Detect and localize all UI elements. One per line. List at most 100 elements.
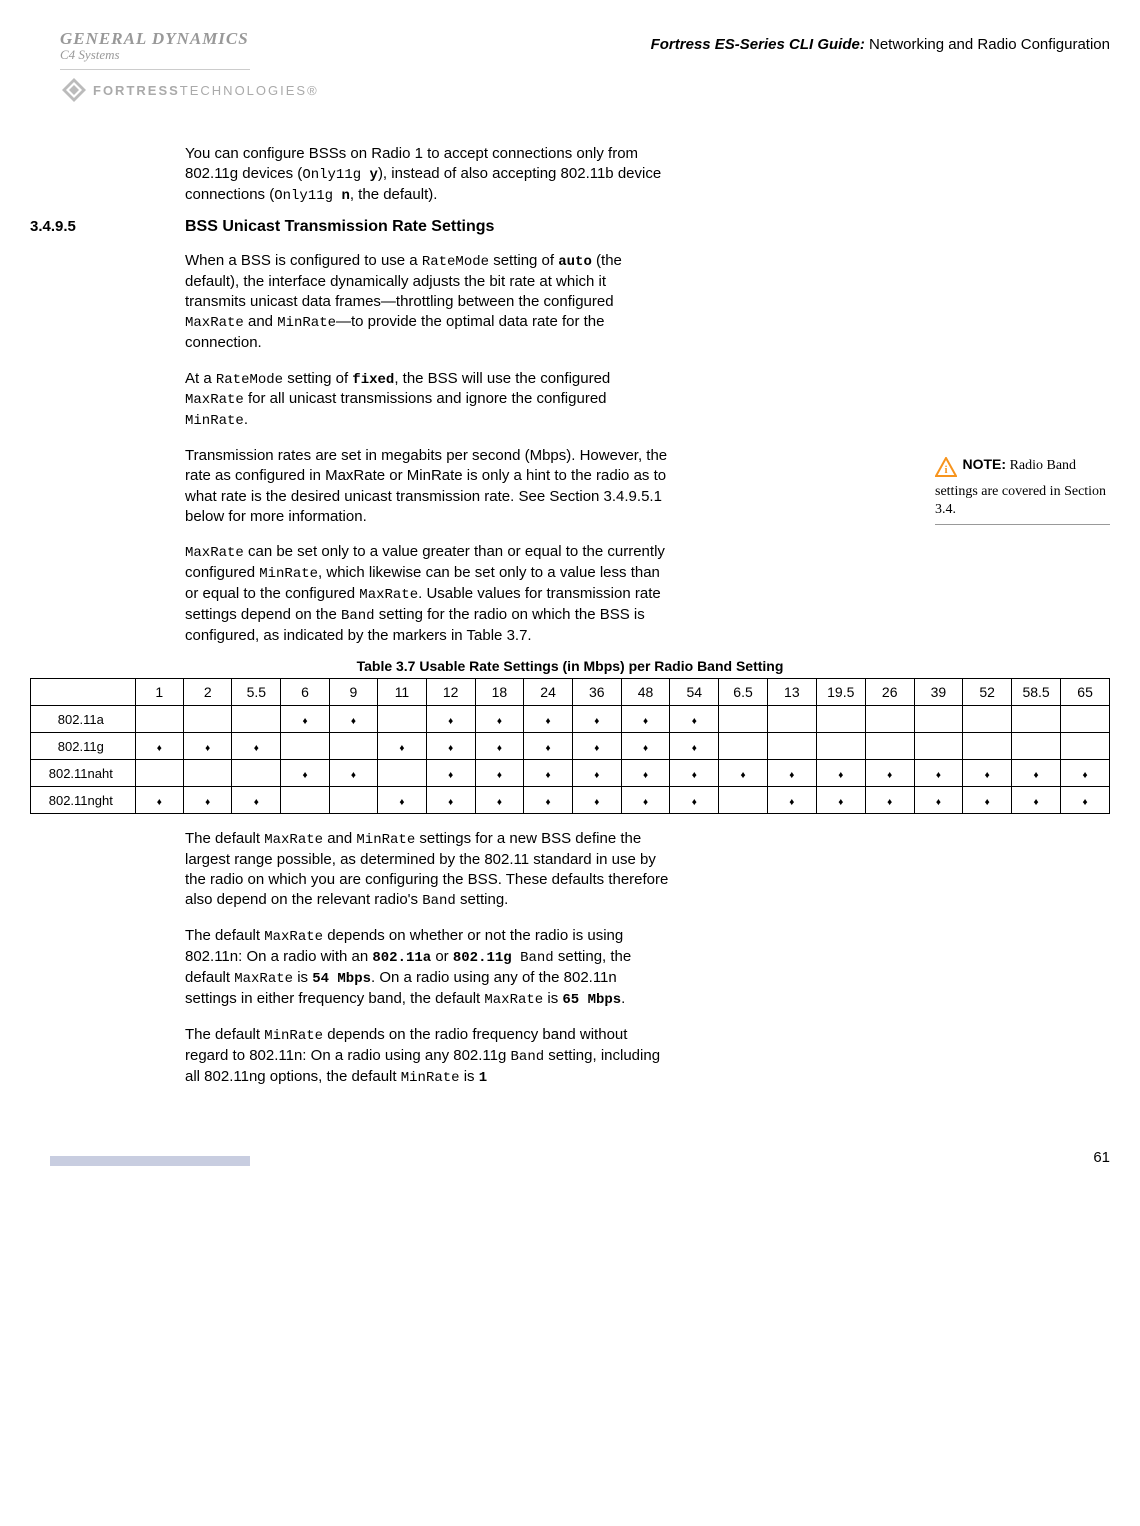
- rate-cell: [719, 787, 768, 814]
- table-caption: Table 3.7 Usable Rate Settings (in Mbps)…: [30, 658, 1110, 674]
- rate-cell: ♦: [524, 733, 573, 760]
- guide-title: Fortress ES-Series CLI Guide: Networking…: [651, 36, 1110, 53]
- table-header-cell: 26: [865, 679, 914, 706]
- rate-cell: [184, 706, 232, 733]
- rate-cell: [329, 733, 377, 760]
- fortress-logo: FORTRESSTECHNOLOGIES®: [60, 76, 319, 104]
- row-label: 802.11g: [31, 733, 136, 760]
- rate-cell: [1061, 706, 1110, 733]
- rate-cell: ♦: [135, 787, 183, 814]
- table-row: 802.11a♦♦♦♦♦♦♦♦: [31, 706, 1110, 733]
- rate-cell: [1012, 733, 1061, 760]
- rate-cell: ♦: [621, 787, 670, 814]
- rate-cell: ♦: [816, 787, 865, 814]
- rate-cell: ♦: [524, 760, 573, 787]
- table-header-cell: 6.5: [719, 679, 768, 706]
- rate-cell: ♦: [135, 733, 183, 760]
- para-4: Transmission rates are set in megabits p…: [185, 446, 670, 527]
- rate-cell: ♦: [865, 787, 914, 814]
- rate-cell: ♦: [475, 787, 524, 814]
- table-header-cell: 24: [524, 679, 573, 706]
- rate-cell: ♦: [281, 706, 329, 733]
- rate-cell: ♦: [670, 760, 719, 787]
- rate-cell: [1061, 733, 1110, 760]
- rate-cell: [184, 760, 232, 787]
- c4-label: C4 Systems: [60, 47, 319, 63]
- svg-text:i: i: [944, 464, 947, 476]
- para-2: When a BSS is configured to use a RateMo…: [185, 251, 670, 354]
- note-icon: i: [935, 457, 957, 483]
- fortress-light: TECHNOLOGIES®: [180, 83, 319, 98]
- rate-cell: ♦: [184, 787, 232, 814]
- rate-cell: ♦: [767, 787, 816, 814]
- table-header-cell: 58.5: [1012, 679, 1061, 706]
- rate-cell: [914, 706, 963, 733]
- rate-cell: ♦: [475, 733, 524, 760]
- rate-cell: [378, 760, 427, 787]
- rate-cell: ♦: [719, 760, 768, 787]
- rate-cell: ♦: [426, 787, 475, 814]
- table-header-cell: 52: [963, 679, 1012, 706]
- rate-cell: ♦: [572, 760, 621, 787]
- table-header-cell: 12: [426, 679, 475, 706]
- rate-cell: ♦: [329, 706, 377, 733]
- rate-cell: [135, 760, 183, 787]
- footer-bar: [50, 1156, 250, 1166]
- rate-cell: ♦: [572, 787, 621, 814]
- rate-cell: ♦: [572, 733, 621, 760]
- para-3: At a RateMode setting of fixed, the BSS …: [185, 369, 670, 432]
- rate-cell: [281, 733, 329, 760]
- row-label: 802.11nght: [31, 787, 136, 814]
- row-label: 802.11a: [31, 706, 136, 733]
- rate-cell: ♦: [1012, 787, 1061, 814]
- table-header-cell: 1: [135, 679, 183, 706]
- rate-cell: ♦: [767, 760, 816, 787]
- rate-cell: ♦: [621, 706, 670, 733]
- rate-cell: ♦: [475, 760, 524, 787]
- table-header-cell: 13: [767, 679, 816, 706]
- section-title: BSS Unicast Transmission Rate Settings: [185, 218, 494, 236]
- fortress-icon: [60, 76, 88, 104]
- rate-cell: ♦: [963, 787, 1012, 814]
- rate-cell: ♦: [670, 787, 719, 814]
- row-label: 802.11naht: [31, 760, 136, 787]
- gd-logo: GENERAL DYNAMICS: [60, 30, 319, 47]
- rate-cell: ♦: [232, 733, 281, 760]
- rate-cell: [719, 733, 768, 760]
- table-header-cell: 54: [670, 679, 719, 706]
- table-header-cell: 48: [621, 679, 670, 706]
- rate-cell: [767, 706, 816, 733]
- rate-cell: [865, 733, 914, 760]
- rate-cell: [865, 706, 914, 733]
- table-header-cell: [31, 679, 136, 706]
- rate-cell: ♦: [426, 706, 475, 733]
- rate-cell: ♦: [1012, 760, 1061, 787]
- table-header-cell: 9: [329, 679, 377, 706]
- rate-cell: [232, 760, 281, 787]
- table-header-cell: 19.5: [816, 679, 865, 706]
- table-row: 802.11nght♦♦♦♦♦♦♦♦♦♦♦♦♦♦♦♦♦: [31, 787, 1110, 814]
- table-header-cell: 6: [281, 679, 329, 706]
- table-header-cell: 2: [184, 679, 232, 706]
- table-header-cell: 5.5: [232, 679, 281, 706]
- intro-para: You can configure BSSs on Radio 1 to acc…: [185, 144, 670, 206]
- rate-cell: ♦: [670, 733, 719, 760]
- rate-cell: ♦: [281, 760, 329, 787]
- table-header-cell: 36: [572, 679, 621, 706]
- rate-cell: ♦: [914, 787, 963, 814]
- rate-cell: [1012, 706, 1061, 733]
- rate-cell: [378, 706, 427, 733]
- para-8: The default MinRate depends on the radio…: [185, 1025, 670, 1088]
- rate-cell: [914, 733, 963, 760]
- section-number: 3.4.9.5: [30, 218, 185, 236]
- rate-cell: ♦: [184, 733, 232, 760]
- page-number: 61: [1093, 1149, 1110, 1166]
- rate-cell: [816, 733, 865, 760]
- rate-cell: ♦: [378, 787, 427, 814]
- rate-cell: ♦: [475, 706, 524, 733]
- rate-cell: ♦: [524, 787, 573, 814]
- rate-cell: ♦: [232, 787, 281, 814]
- rate-cell: [767, 733, 816, 760]
- rate-cell: ♦: [524, 706, 573, 733]
- note-block: i NOTE: Radio Band settings are covered …: [935, 455, 1110, 525]
